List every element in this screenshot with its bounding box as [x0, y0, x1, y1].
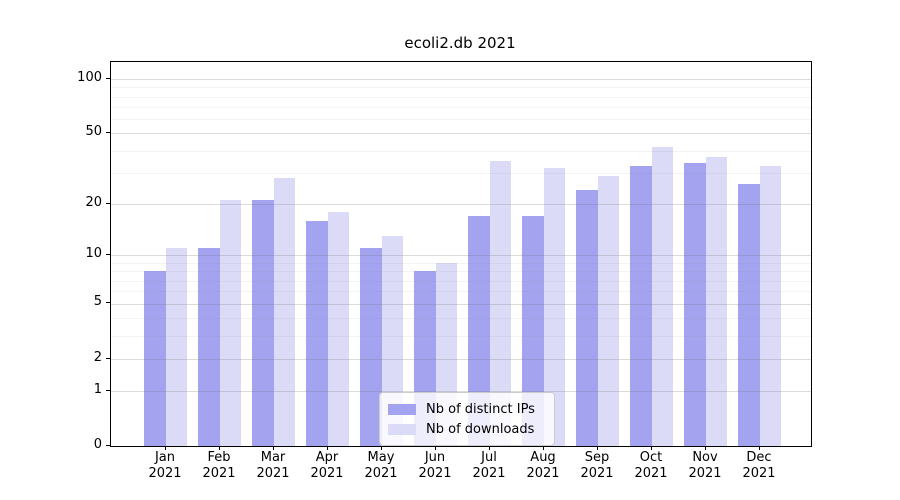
y-axis-tick-mark — [106, 132, 110, 133]
bar-ips — [198, 248, 220, 446]
legend-swatch — [388, 403, 416, 415]
bar-downloads — [490, 161, 511, 446]
bar-downloads — [166, 248, 187, 446]
bar-ips — [738, 183, 760, 446]
x-axis-tick-label: Jun 2021 — [418, 450, 452, 481]
bar-ips — [522, 216, 544, 446]
y-axis-tick-mark — [106, 390, 110, 391]
x-axis-tick-label: Oct 2021 — [634, 450, 668, 481]
bar-ips — [252, 200, 274, 446]
bar-downloads — [544, 167, 565, 446]
x-axis-tick-label: Feb 2021 — [202, 450, 236, 481]
x-axis-tick-mark — [759, 446, 760, 450]
gridline-minor — [111, 280, 811, 282]
x-axis-tick-label: May 2021 — [364, 450, 398, 481]
y-axis-tick-label: 50 — [85, 124, 102, 140]
gridline-minor — [111, 119, 811, 121]
bar-downloads — [598, 175, 619, 446]
x-axis-tick-mark — [543, 446, 544, 450]
bar-downloads — [760, 165, 781, 446]
x-axis-tick-label: Jul 2021 — [472, 450, 506, 481]
x-axis-tick-mark — [651, 446, 652, 450]
legend: Nb of distinct IPs Nb of downloads — [379, 392, 555, 446]
gridline-major — [111, 79, 811, 80]
x-axis-tick-mark — [597, 446, 598, 450]
gridline-major — [111, 358, 811, 360]
y-axis-tick-mark — [106, 254, 110, 255]
gridline-minor — [111, 87, 811, 89]
x-axis-tick-label: Aug 2021 — [526, 450, 560, 481]
x-axis-tick-label: Sep 2021 — [580, 450, 614, 481]
x-axis-tick-label: Nov 2021 — [688, 450, 722, 481]
y-axis-tick-label: 5 — [93, 294, 102, 310]
bar-ips — [630, 165, 652, 446]
legend-swatch — [388, 423, 416, 435]
y-axis-tick-label: 0 — [93, 437, 102, 452]
y-axis-tick-label: 2 — [93, 349, 102, 365]
legend-row: Nb of distinct IPs — [386, 399, 546, 419]
x-axis-tick-mark — [435, 446, 436, 450]
y-axis-tick-mark — [106, 78, 110, 79]
bar-ips — [576, 190, 598, 446]
bar-downloads — [328, 211, 349, 446]
gridline-minor — [111, 291, 811, 293]
y-axis-tick-label: 10 — [85, 246, 102, 262]
gridline-major — [111, 203, 811, 205]
x-axis-tick-mark — [219, 446, 220, 450]
x-axis-tick-mark — [489, 446, 490, 450]
bar-downloads — [706, 156, 727, 446]
y-axis-tick-mark — [106, 203, 110, 204]
x-axis-tick-mark — [165, 446, 166, 450]
gridline-minor — [111, 271, 811, 273]
gridline-minor — [111, 262, 811, 264]
gridline-major — [111, 133, 811, 135]
plot-area: Nb of distinct IPs Nb of downloads — [110, 61, 812, 447]
y-axis-tick-label: 100 — [77, 69, 102, 85]
bar-ips — [468, 216, 490, 446]
x-axis-tick-label: Dec 2021 — [742, 450, 776, 481]
gridline-minor — [111, 172, 811, 174]
chart-title: ecoli2.db 2021 — [404, 34, 516, 52]
x-axis-tick-label: Mar 2021 — [256, 450, 290, 481]
y-axis-tick-mark — [106, 358, 110, 359]
legend-label: Nb of distinct IPs — [426, 401, 535, 417]
gridline-major — [111, 390, 811, 392]
x-axis-tick-mark — [705, 446, 706, 450]
bar-ips — [684, 163, 706, 446]
bar-ips — [306, 220, 328, 446]
x-axis-tick-label: Jan 2021 — [148, 450, 182, 481]
gridline-major — [111, 303, 811, 305]
legend-row: Nb of downloads — [386, 419, 546, 439]
bar-ips — [360, 248, 382, 446]
x-axis-tick-mark — [273, 446, 274, 450]
bar-ips — [144, 271, 166, 446]
legend-label: Nb of downloads — [426, 421, 535, 437]
y-axis-tick-label: 1 — [93, 381, 102, 397]
y-axis-tick-mark — [106, 302, 110, 303]
gridline-minor — [111, 318, 811, 319]
gridline-minor — [111, 335, 811, 337]
x-axis-tick-mark — [327, 446, 328, 450]
y-axis-tick-label: 20 — [85, 194, 102, 210]
bar-downloads — [652, 146, 673, 446]
x-axis-tick-mark — [381, 446, 382, 450]
gridline-major — [111, 255, 811, 257]
bar-downloads — [274, 178, 295, 446]
gridline-minor — [111, 150, 811, 152]
gridline-minor — [111, 107, 811, 108]
bar-downloads — [220, 200, 241, 446]
y-axis-tick-mark — [106, 445, 110, 446]
x-axis-tick-label: Apr 2021 — [310, 450, 344, 481]
gridline-minor — [111, 96, 811, 98]
